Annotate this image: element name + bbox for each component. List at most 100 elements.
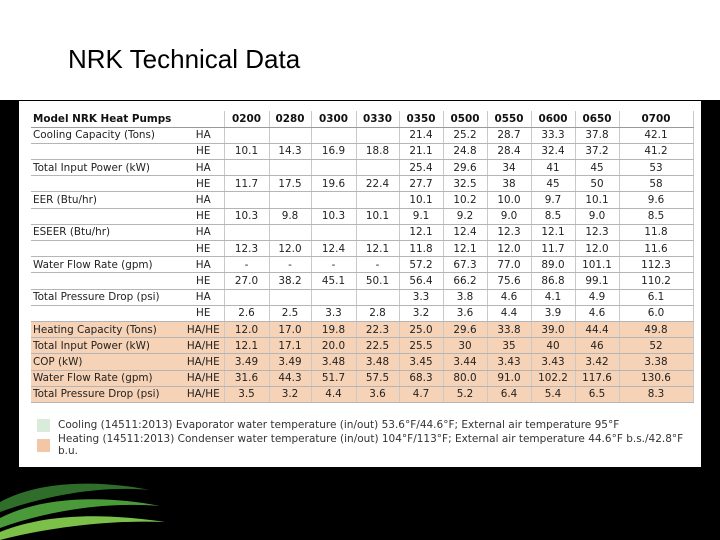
table-cell: 32.4 [531,143,576,161]
table-row: ESEER (Btu/hr) HA 12.1 12.4 12.3 12.1 12.3 11.8 [31,224,694,242]
table-cell: 12.3 [487,224,532,242]
row-label [31,305,183,322]
table-cell: 44.4 [575,321,620,339]
row-mode: HA [183,127,225,144]
model-header-0500: 0500 [443,111,488,128]
table-cell: 99.1 [575,272,620,290]
row-mode: HE [183,175,225,193]
table-cell: 3.3 [311,305,357,322]
model-header-0200: 0200 [224,111,270,128]
table-cell: 2.6 [224,305,270,322]
table-cell: 10.1 [575,191,620,209]
table-cell: 22.5 [356,337,400,355]
technical-data-table-card: Model NRK Heat Pumps 0200 0280 0300 0330 035… [19,101,701,467]
table-row: HE 10.3 9.8 10.3 10.1 9.1 9.2 9.0 8.5 9.0 8.5 [31,208,694,225]
table-cell: 9.6 [619,191,694,209]
table-cell: 45 [575,159,620,177]
table-cell: 10.1 [224,143,270,161]
table-body: Cooling Capacity (Tons) HA 21.4 25.2 28.7 33.… [31,127,694,403]
table-cell: 21.1 [399,143,444,161]
table-cell: 10.0 [487,191,532,209]
table-cell: 38.2 [269,272,312,290]
table-cell: 17.1 [269,337,312,355]
table-cell: 8.3 [619,386,694,403]
table-row: Total Input Power (kW) HA/HE 12.1 17.1 20.0 2… [31,337,694,355]
table-cell: - [356,256,400,274]
table-cell: 52 [619,337,694,355]
table-cell [224,289,270,306]
row-mode: HA/HE [183,353,225,371]
heating-swatch [37,438,50,452]
table-row: Water Flow Rate (gpm) HA/HE 31.6 44.3 51.7 57… [31,370,694,387]
table-cell: 5.2 [443,386,488,403]
table-cell [269,127,312,144]
row-mode: HA/HE [183,321,225,339]
table-cell: 37.2 [575,143,620,161]
table-cell: 35 [487,337,532,355]
table-cell: 10.3 [224,208,270,225]
table-cell: 28.7 [487,127,532,144]
table-cell: 3.2 [399,305,444,322]
table-cell: 4.7 [399,386,444,403]
table-cell [224,127,270,144]
table-row: HE 11.7 17.5 19.6 22.4 27.7 32.5 38 45 50 58 [31,175,694,193]
table-cell: 3.6 [443,305,488,322]
row-mode: HE [183,240,225,258]
technical-data-table: Model NRK Heat Pumps 0200 0280 0300 0330 035… [31,111,694,403]
table-cell: 2.8 [356,305,400,322]
table-cell: 34 [487,159,532,177]
table-cell: 3.45 [399,353,444,371]
table-cell: 3.42 [575,353,620,371]
table-cell: 5.4 [531,386,576,403]
table-row: HE 10.1 14.3 16.9 18.8 21.1 24.8 28.4 32.4 37.2 41… [31,143,694,161]
table-cell: 3.2 [269,386,312,403]
table-cell: 57.5 [356,370,400,387]
table-cell [311,224,357,242]
slide-title: NRK Technical Data [68,44,301,74]
table-cell: 10.2 [443,191,488,209]
table-row: HE 27.0 38.2 45.1 50.1 56.4 66.2 75.6 86.8 99.1 11… [31,272,694,290]
table-row: Cooling Capacity (Tons) HA 21.4 25.2 28.7 33.… [31,127,694,144]
table-cell: 17.5 [269,175,312,193]
row-mode: HA [183,289,225,306]
table-cell: 50 [575,175,620,193]
table-cell: 4.1 [531,289,576,306]
model-header-0550: 0550 [487,111,532,128]
table-cell: 10.1 [399,191,444,209]
table-cell: 11.8 [399,240,444,258]
table-cell: 37.8 [575,127,620,144]
row-mode: HA/HE [183,337,225,355]
table-cell: 101.1 [575,256,620,274]
table-cell: 33.3 [531,127,576,144]
table-cell [269,289,312,306]
table-cell [356,159,400,177]
table-cell: 6.4 [487,386,532,403]
table-cell: 77.0 [487,256,532,274]
table-cell: 42.1 [619,127,694,144]
table-cell [356,289,400,306]
table-cell: 8.5 [531,208,576,225]
table-cell: 112.3 [619,256,694,274]
table-cell: 9.2 [443,208,488,225]
row-label: ESEER (Btu/hr) [31,224,183,242]
table-cell: 12.1 [531,224,576,242]
legend-heating-text: Heating (14511:2013) Condenser water tem… [58,433,684,457]
table-cell: 28.4 [487,143,532,161]
table-row: EER (Btu/hr) HA 10.1 10.2 10.0 9.7 10.1 9.6 [31,191,694,209]
table-cell: 29.6 [443,321,488,339]
row-label: Total Pressure Drop (psi) [31,289,183,306]
row-label: COP (kW) [31,353,183,371]
table-cell: 80.0 [443,370,488,387]
table-cell: 4.4 [487,305,532,322]
table-cell: 102.2 [531,370,576,387]
table-cell: 45.1 [311,272,357,290]
table-cell: 89.0 [531,256,576,274]
table-cell [311,191,357,209]
row-mode: HE [183,272,225,290]
table-cell: 3.49 [269,353,312,371]
table-cell: 38 [487,175,532,193]
table-cell: 40 [531,337,576,355]
table-cell [356,224,400,242]
table-cell: 4.6 [575,305,620,322]
model-header-0280: 0280 [269,111,312,128]
